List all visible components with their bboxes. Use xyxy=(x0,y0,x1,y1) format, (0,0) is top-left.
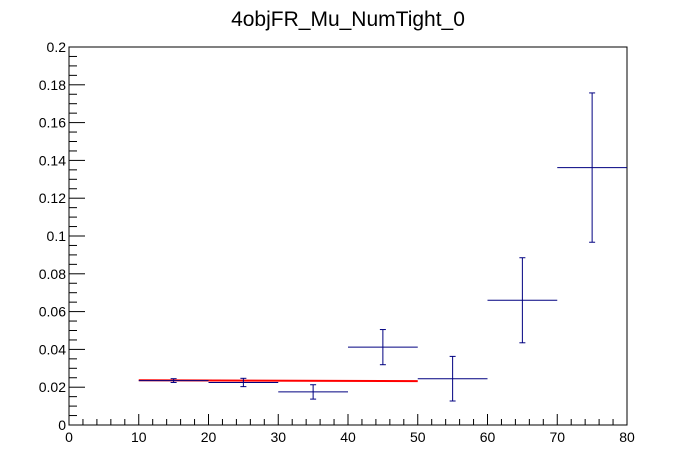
y-tick-label: 0.04 xyxy=(39,341,66,357)
y-tick-label: 0.1 xyxy=(47,228,67,244)
data-points xyxy=(138,92,627,402)
y-tick-label: 0.08 xyxy=(39,266,66,282)
data-point xyxy=(557,92,627,243)
y-tick-label: 0.14 xyxy=(39,152,66,168)
y-tick-label: 0.18 xyxy=(39,77,66,93)
x-tick-label: 50 xyxy=(410,429,426,445)
x-tick-label: 0 xyxy=(65,429,73,445)
chart-title: 4objFR_Mu_NumTight_0 xyxy=(231,8,465,31)
y-tick-label: 0.12 xyxy=(39,190,66,206)
x-tick-label: 10 xyxy=(131,429,147,445)
data-point xyxy=(348,329,418,366)
data-point xyxy=(278,384,348,400)
y-tick-label: 0.06 xyxy=(39,304,66,320)
x-tick-label: 40 xyxy=(340,429,356,445)
x-tick-label: 60 xyxy=(480,429,496,445)
x-tick-label: 80 xyxy=(619,429,635,445)
y-tick-label: 0.02 xyxy=(39,379,66,395)
x-tick-label: 30 xyxy=(270,429,286,445)
y-tick-label: 0.16 xyxy=(39,115,66,131)
axis-ticks: 0 10 20 30 40 50 60 70 80 0 0.02 0.04 0.06 0.08 0.1 0.1… xyxy=(39,39,635,445)
data-point xyxy=(208,377,279,388)
y-tick-label: 0 xyxy=(58,417,66,433)
data-point xyxy=(138,378,209,383)
data-point xyxy=(487,257,558,344)
x-tick-label: 70 xyxy=(549,429,565,445)
x-tick-label: 20 xyxy=(201,429,217,445)
y-tick-label: 0.2 xyxy=(47,39,67,55)
plot-frame xyxy=(68,46,628,426)
data-point xyxy=(417,355,488,402)
